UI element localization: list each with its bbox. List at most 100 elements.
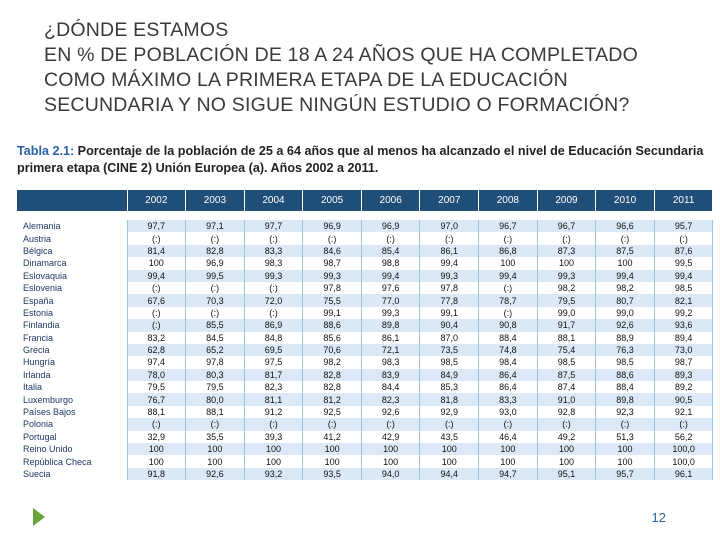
row-country: Eslovaquia — [17, 269, 128, 282]
table-cell: 100 — [537, 257, 597, 270]
table-cell: 100 — [595, 443, 655, 456]
table-cell: 88,1 — [127, 405, 187, 419]
table-cell: 98,5 — [419, 356, 480, 369]
table-caption: Tabla 2.1: Porcentaje de la población de… — [17, 143, 717, 177]
row-country: Bélgica — [17, 244, 128, 258]
table-cell: 100 — [302, 455, 362, 468]
table-cell: (:) — [127, 281, 187, 295]
table-cell: 93,0 — [478, 405, 538, 419]
table-cell: 92,8 — [537, 405, 597, 419]
row-country: Hungría — [17, 356, 128, 369]
table-row: Portugal 32,9 35,5 39,3 41,2 42,9 43,5 46,4 49,2… — [17, 430, 713, 444]
table-cell: 97,5 — [244, 356, 304, 369]
table-body: Alemania 97,7 97,1 97,7 96,9 96,9 97,0 96,7 96,7… — [17, 211, 713, 481]
slide-title: ¿DÓNDE ESTAMOS EN % DE POBLACIÓN DE 18 A… — [44, 18, 704, 118]
header-year: 2002 — [127, 190, 187, 211]
table-cell: 86,1 — [361, 331, 421, 344]
data-table-container: 2002 2003 2004 2005 2006 2007 2008 2009 2010 2011… — [17, 190, 713, 495]
table-cell: 94,4 — [419, 467, 480, 481]
row-country: Países Bajos — [17, 405, 128, 419]
table-cell: (:) — [127, 306, 187, 320]
table-cell: 87,5 — [537, 368, 597, 382]
table-cell: 78,7 — [478, 294, 538, 307]
table-cell: 100 — [185, 455, 245, 468]
header-year: 2011 — [654, 190, 713, 211]
table-cell: 99,1 — [302, 306, 362, 320]
table-cell: 82,8 — [302, 381, 362, 394]
table-cell: 99,3 — [537, 269, 597, 282]
row-country: Irlanda — [17, 368, 128, 382]
table-cell: 97,8 — [302, 281, 362, 295]
table-cell: 96,9 — [361, 220, 421, 233]
table-cell: 100 — [537, 443, 597, 456]
title-line-1: ¿DÓNDE ESTAMOS — [44, 19, 229, 41]
table-cell: 86,8 — [478, 244, 538, 258]
table-cell: 89,3 — [654, 368, 713, 382]
table-cell: (:) — [478, 418, 538, 431]
table-cell: (:) — [302, 232, 362, 245]
table-cell: 97,4 — [127, 356, 187, 369]
header-year: 2005 — [302, 190, 362, 211]
table-cell: (:) — [185, 306, 245, 320]
table-cell: 85,5 — [185, 319, 245, 332]
header-year: 2009 — [537, 190, 597, 211]
table-cell: 98,2 — [302, 356, 362, 369]
row-country: Alemania — [17, 220, 128, 233]
table-cell: 73,5 — [419, 343, 480, 357]
table-cell: 80,7 — [595, 294, 655, 307]
table-cell: 75,5 — [302, 294, 362, 307]
next-slide-arrow-icon[interactable] — [33, 508, 45, 526]
table-row: Reino Unido 100 100 100 100 100 100 100 100 100 10… — [17, 443, 713, 456]
table-cell: 91,7 — [537, 319, 597, 332]
title-line-2: EN % DE POBLACIÓN DE 18 A 24 AÑOS QUE HA… — [44, 44, 638, 66]
table-cell: 90,4 — [419, 319, 480, 332]
table-cell: 90,5 — [654, 393, 713, 406]
table-cell: 32,9 — [127, 430, 187, 444]
table-cell: 98,5 — [537, 356, 597, 369]
table-cell: 99,4 — [127, 269, 187, 282]
table-cell: 98,2 — [537, 281, 597, 295]
table-cell: (:) — [654, 418, 713, 431]
table-cell: 99,4 — [478, 269, 538, 282]
table-cell: 97,1 — [185, 220, 245, 233]
table-cell: 98,2 — [595, 281, 655, 295]
row-country: Italia — [17, 381, 128, 394]
table-row: Austria (:) (:) (:) (:) (:) (:) (:) (:) (:) (:) — [17, 232, 713, 245]
title-line-4: SECUNDARIA Y NO SIGUE NINGÚN ESTUDIO O F… — [44, 94, 630, 116]
table-cell: 78,0 — [127, 368, 187, 382]
table-cell: 100,0 — [654, 443, 713, 456]
table-cell: 56,2 — [654, 430, 713, 444]
row-country: Francia — [17, 331, 128, 344]
table-cell: 98,4 — [478, 356, 538, 369]
table-cell: 98,3 — [361, 356, 421, 369]
table-cell: 70,3 — [185, 294, 245, 307]
table-cell: 39,3 — [244, 430, 304, 444]
table-cell: 97,8 — [185, 356, 245, 369]
row-country: Luxemburgo — [17, 393, 128, 406]
header-year: 2003 — [185, 190, 245, 211]
table-cell: 94,7 — [478, 467, 538, 481]
table-cell: 96,7 — [537, 220, 597, 233]
row-country: Dinamarca — [17, 257, 128, 270]
table-cell: 81,2 — [302, 393, 362, 406]
table-cell: 100 — [595, 455, 655, 468]
table-cell: 75,4 — [537, 343, 597, 357]
table-cell: 62,8 — [127, 343, 187, 357]
table-cell: 81,1 — [244, 393, 304, 406]
table-row: Alemania 97,7 97,1 97,7 96,9 96,9 97,0 96,7 96,7… — [17, 220, 713, 233]
table-cell: 89,4 — [654, 331, 713, 344]
table-cell: 95,7 — [654, 220, 713, 233]
table-row: Países Bajos 88,1 88,1 91,2 92,5 92,6 92,9 93,0… — [17, 405, 713, 419]
table-cell: 99,2 — [654, 306, 713, 320]
table-cell: 99,4 — [419, 257, 480, 270]
table-cell: (:) — [185, 232, 245, 245]
table-cell: 88,6 — [595, 368, 655, 382]
row-country: Portugal — [17, 430, 128, 444]
table-cell: 86,1 — [419, 244, 480, 258]
table-cell: 96,1 — [654, 467, 713, 481]
table-cell: 87,0 — [419, 331, 480, 344]
table-cell: 99,3 — [302, 269, 362, 282]
row-country: República Checa — [17, 455, 128, 468]
table-cell: (:) — [478, 281, 538, 295]
table-cell: 99,3 — [361, 306, 421, 320]
